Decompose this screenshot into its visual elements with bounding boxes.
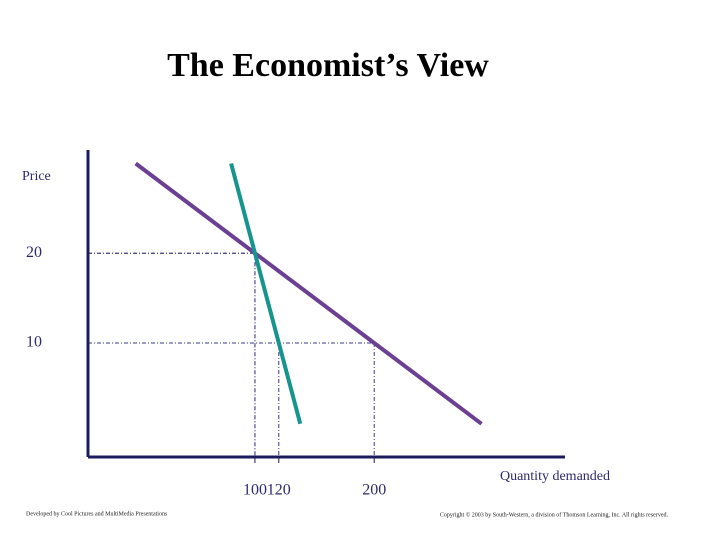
- footer-right: Copyright © 2003 by South-Western, a div…: [440, 511, 669, 518]
- x-tick-label: 100: [243, 482, 267, 499]
- y-axis-label: Price: [22, 169, 51, 184]
- demand-line: [229, 162, 303, 425]
- y-tick-label: 20: [26, 244, 42, 261]
- x-tick-label: 120: [267, 482, 291, 499]
- y-tick-label: 10: [26, 334, 42, 351]
- x-tick-label: 200: [362, 482, 386, 499]
- x-axis-label: Quantity demanded: [500, 469, 610, 484]
- footer-left: Developed by Cool Pictures and MultiMedi…: [26, 511, 168, 517]
- chart-title: The Economist’s View: [167, 47, 489, 84]
- demand-line: [134, 161, 483, 426]
